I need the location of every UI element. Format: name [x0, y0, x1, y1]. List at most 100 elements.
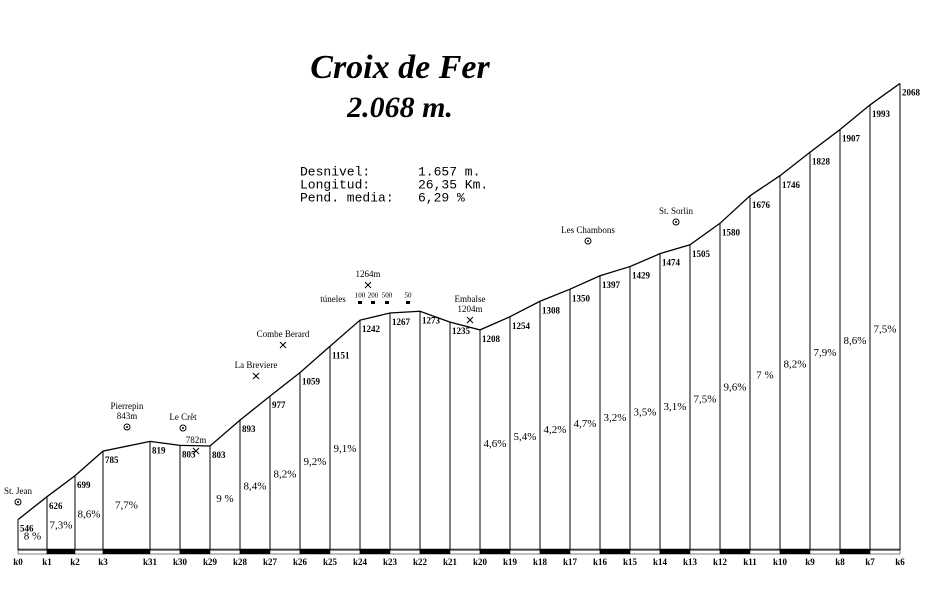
tunnel-marker [371, 301, 375, 304]
elevation-label: 977 [272, 400, 286, 410]
gradient-label: 9,2% [304, 456, 327, 468]
gradient-label: 3,2% [604, 412, 627, 424]
elevation-label: 785 [105, 455, 119, 465]
stat-label: Desnivel: [300, 164, 370, 179]
gradient-label: 4,6% [484, 438, 507, 450]
elevation-label: 1208 [482, 334, 501, 344]
km-label: k31 [143, 557, 158, 567]
elevation-label: 1254 [512, 321, 531, 331]
elevation-label: 626 [49, 501, 63, 511]
km-label: k19 [503, 557, 518, 567]
elevation-label: 803 [212, 450, 226, 460]
gradient-label: 9,1% [334, 443, 357, 455]
km-label: k18 [533, 557, 548, 567]
elevation-label: 1308 [542, 305, 561, 315]
km-label: k2 [70, 557, 80, 567]
elevation-label: 699 [77, 480, 91, 490]
km-label: k13 [683, 557, 698, 567]
km-label: k27 [263, 557, 278, 567]
gradient-label: 3,5% [634, 407, 657, 419]
annotation-label: La Breviere [235, 360, 278, 370]
gradient-label: 3,1% [664, 401, 687, 413]
annotation-label: Combe Berard [257, 329, 310, 339]
km-label: k1 [42, 557, 52, 567]
gradient-label: 8,2% [784, 359, 807, 371]
km-label: k11 [743, 557, 757, 567]
marker [14, 498, 22, 506]
gradient-label: 9,6% [724, 381, 747, 393]
subtitle: 2.068 m. [346, 91, 453, 124]
annotation-label: Les Chambons [561, 225, 615, 235]
gradient-label: 7 % [756, 369, 773, 381]
elevation-label: 1151 [332, 350, 350, 360]
elevation-label: 1397 [602, 280, 621, 290]
km-label: k6 [895, 557, 905, 567]
marker [364, 281, 372, 289]
tunnel-marker [385, 301, 389, 304]
km-label: k14 [653, 557, 668, 567]
marker-dot [126, 426, 128, 428]
elevation-label: 1474 [662, 258, 681, 268]
gradient-label: 8,2% [274, 469, 297, 481]
elevation-label: 546 [20, 524, 34, 534]
km-label: k22 [413, 557, 428, 567]
gradient-label: 7,5% [874, 324, 897, 336]
elevation-label: 1235 [452, 326, 471, 336]
annotation-elevation: 1204m [457, 304, 482, 314]
gradient-label: 8,6% [844, 335, 867, 347]
marker [179, 424, 187, 432]
annotation-label: St. Sorlin [659, 206, 694, 216]
marker [192, 447, 200, 455]
elevation-label: 1267 [392, 317, 411, 327]
km-label: k12 [713, 557, 728, 567]
km-label: k0 [13, 557, 23, 567]
tunnel-marker [358, 301, 362, 304]
elevation-label: 1828 [812, 156, 831, 166]
annotation-label: St. Jean [4, 486, 32, 496]
gradient-label: 5,4% [514, 431, 537, 443]
km-label: k25 [323, 557, 338, 567]
km-label: k9 [805, 557, 815, 567]
annotation-label: Embalse [455, 294, 486, 304]
annotation-label: Pierrepin [111, 401, 144, 411]
tunnel-title: túneles [320, 294, 346, 304]
annotation-label: 1264m [355, 269, 380, 279]
elevation-label: 1907 [842, 134, 861, 144]
marker [466, 316, 474, 324]
tunnel-label: 500 [382, 292, 393, 300]
km-label: k10 [773, 557, 788, 567]
gradient-label: 4,2% [544, 424, 567, 436]
km-label: k26 [293, 557, 308, 567]
gradient-label: 7,3% [50, 520, 73, 532]
profile-line [17, 82, 901, 521]
km-label: k28 [233, 557, 248, 567]
stat-value: 26,35 Km. [418, 177, 488, 192]
km-label: k8 [835, 557, 845, 567]
km-label: k23 [383, 557, 398, 567]
km-label: k7 [865, 557, 875, 567]
tunnel-label: 200 [368, 292, 379, 300]
marker-dot [17, 501, 19, 503]
gradient-label: 8 % [24, 531, 41, 543]
elevation-label: 1429 [632, 271, 651, 281]
km-label: k24 [353, 557, 368, 567]
marker [252, 372, 260, 380]
marker [123, 423, 131, 431]
stat-value: 1.657 m. [418, 164, 480, 179]
marker-dot [675, 221, 677, 223]
gradient-label: 8,6% [78, 508, 101, 520]
elevation-label: 893 [242, 424, 256, 434]
tunnel-label: 100 [355, 292, 366, 300]
km-bar [869, 548, 901, 555]
gradient-label: 9 % [216, 493, 233, 505]
elevation-label: 1242 [362, 324, 381, 334]
tunnel-label: 50 [405, 292, 413, 300]
marker-dot [182, 427, 184, 429]
elevation-label: 1059 [302, 377, 321, 387]
marker [584, 237, 592, 245]
elevation-label: 1993 [872, 109, 891, 119]
km-label: k20 [473, 557, 488, 567]
stat-label: Longitud: [300, 177, 370, 192]
km-label: k30 [173, 557, 188, 567]
